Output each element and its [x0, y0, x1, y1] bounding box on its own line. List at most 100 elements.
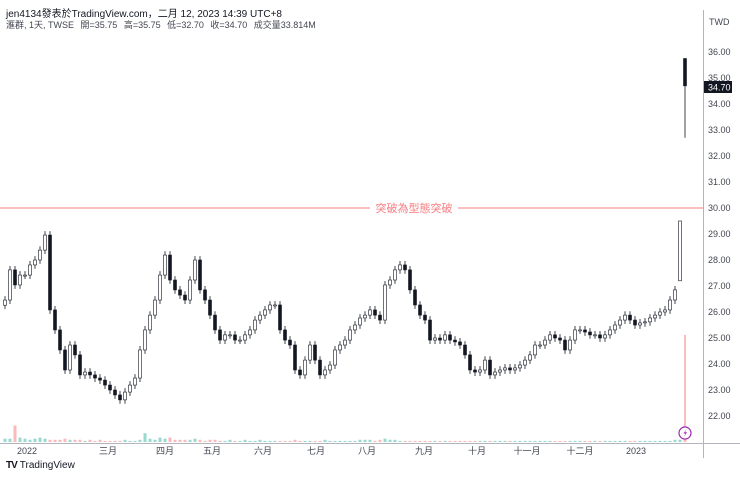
volume-bar	[303, 440, 307, 442]
volume-bar	[268, 440, 272, 442]
candle	[603, 330, 607, 342]
volume-bar	[118, 440, 122, 442]
price-tick-label: 26.00	[708, 307, 731, 317]
candle-body	[618, 319, 622, 326]
candle	[253, 316, 257, 334]
volume-bar	[368, 439, 372, 442]
volume-bar	[558, 440, 562, 442]
volume-bar	[43, 438, 47, 442]
volume-bar	[58, 439, 62, 442]
volume-bar	[653, 440, 657, 442]
candle	[433, 334, 437, 344]
candle-body	[368, 309, 372, 316]
candle-body	[83, 371, 87, 376]
volume-bar	[593, 440, 597, 442]
candle-body	[428, 319, 432, 341]
candle	[233, 330, 237, 344]
horizontal-line-label[interactable]: 突破為型態突破	[376, 201, 453, 215]
candle	[333, 346, 337, 369]
time-tick-label: 三月	[99, 446, 117, 456]
candle-body	[453, 339, 457, 343]
volume-bar	[323, 439, 327, 442]
price-tick-label: 31.00	[708, 177, 731, 187]
candle-body	[123, 391, 127, 401]
candle	[533, 341, 537, 359]
candle-body	[178, 289, 182, 296]
price-axis[interactable]: 36.00 35.00 34.00 33.00 32.00 31.00 30.00 29.00…	[708, 47, 731, 421]
volume-bar	[603, 440, 607, 442]
candle	[543, 336, 547, 349]
volume-bar	[193, 438, 197, 442]
candle-body	[13, 269, 17, 286]
volume-bar	[173, 439, 177, 442]
candle-body	[98, 377, 102, 381]
volume-bar	[138, 439, 142, 442]
candle	[443, 330, 447, 344]
candle-body	[333, 349, 337, 366]
candle-body	[73, 344, 77, 356]
volume-bar	[133, 440, 137, 442]
candle-body	[483, 359, 487, 371]
candle-body	[3, 299, 7, 306]
volume-bar	[33, 438, 37, 442]
candle	[138, 346, 142, 382]
candle-body	[613, 324, 617, 331]
candle	[608, 326, 612, 339]
volume-bar	[463, 440, 467, 442]
volume-bar	[103, 440, 107, 442]
candle	[593, 330, 597, 339]
candle-body	[298, 369, 302, 376]
candle-body	[668, 299, 672, 311]
volume-bar	[313, 440, 317, 442]
candle	[258, 311, 262, 324]
alert-lightning-icon[interactable]	[678, 426, 692, 440]
candle-body	[193, 259, 197, 281]
svg-text:34.70: 34.70	[708, 83, 731, 93]
time-tick-label: 十一月	[513, 445, 540, 456]
ohlc-high: 高=35.75	[123, 20, 161, 30]
candle-body	[433, 337, 437, 341]
volume-bar	[188, 439, 192, 442]
candle	[143, 326, 147, 354]
candle-body	[403, 264, 407, 271]
candle-body	[463, 344, 467, 356]
price-tick-label: 24.00	[708, 359, 731, 369]
candle-body	[498, 369, 502, 373]
volume-bar	[438, 440, 442, 442]
candle-body	[583, 329, 587, 333]
volume-bar	[183, 439, 187, 442]
time-tick-label: 七月	[307, 446, 325, 456]
candle	[503, 364, 507, 374]
volume-bar	[353, 440, 357, 442]
candle-body	[93, 374, 97, 379]
symbol-info[interactable]: 滙群, 1天, TWSE	[6, 20, 75, 30]
candle	[408, 265, 412, 294]
candle-body	[608, 329, 612, 336]
volume-bar	[248, 440, 252, 442]
candle-body	[648, 317, 652, 323]
candle	[403, 261, 407, 274]
candle	[83, 368, 87, 379]
volume-bar	[378, 439, 382, 442]
candle-body	[8, 269, 12, 301]
volume-bar	[358, 439, 362, 442]
candle	[548, 330, 552, 344]
candle	[563, 336, 567, 354]
time-axis[interactable]: 2022 三月 四月 五月 六月 七月 八月 九月 十月 十一月 十二月 2023	[17, 445, 646, 456]
volume-bar	[48, 439, 52, 442]
candle	[648, 314, 652, 326]
candle-body	[138, 349, 142, 379]
volume-bar	[508, 440, 512, 442]
volume-bar	[18, 437, 22, 442]
volume-bar	[123, 439, 127, 442]
candle	[613, 321, 617, 334]
candle-body	[653, 314, 657, 319]
candle	[323, 366, 327, 379]
candle	[573, 326, 577, 344]
tradingview-logo[interactable]: TV TradingView	[6, 460, 75, 471]
candle-body	[448, 334, 452, 341]
volume-bar	[433, 440, 437, 442]
candle-body	[568, 339, 572, 351]
candle-body	[683, 58, 687, 87]
